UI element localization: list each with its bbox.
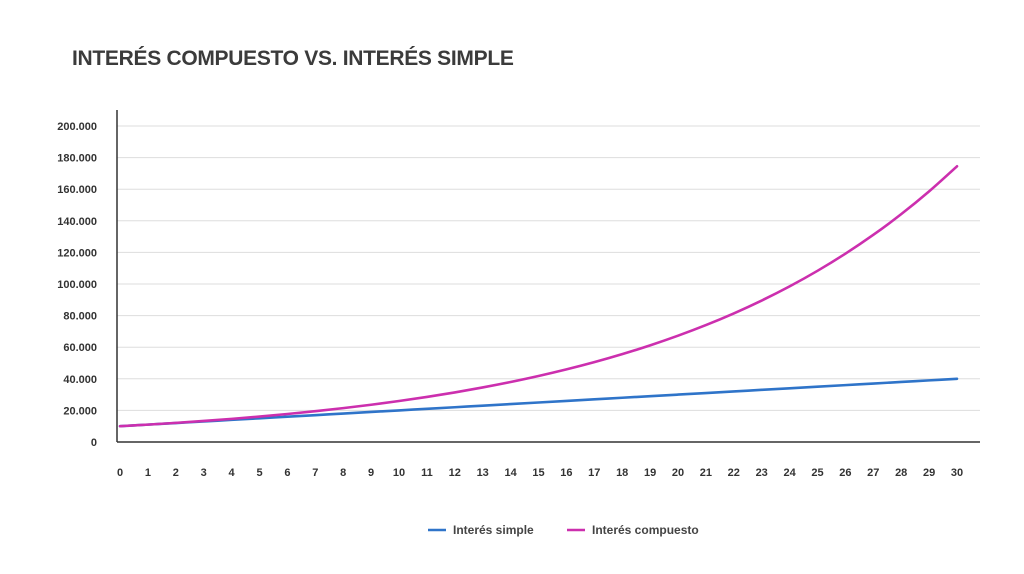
x-tick-label: 7: [312, 467, 318, 479]
series-line-interes-simple: [118, 377, 959, 428]
chart-title: INTERÉS COMPUESTO VS. INTERÉS SIMPLE: [72, 47, 514, 70]
axes: [116, 110, 980, 443]
x-tick-label: 27: [867, 467, 879, 479]
y-tick-label: 80.000: [63, 311, 97, 323]
x-tick-label: 17: [588, 467, 600, 479]
legend: Interés simple Interés compuesto: [428, 523, 699, 537]
x-tick-label: 16: [560, 467, 572, 479]
series-lines: [118, 164, 959, 428]
x-tick-label: 18: [616, 467, 628, 479]
x-tick-label: 15: [532, 467, 544, 479]
x-tick-label: 3: [201, 467, 207, 479]
x-tick-label: 25: [811, 467, 823, 479]
x-tick-label: 8: [340, 467, 346, 479]
y-tick-label: 140.000: [57, 216, 97, 228]
x-tick-label: 12: [449, 467, 461, 479]
y-tick-label: 40.000: [63, 374, 97, 386]
x-tick-label: 30: [951, 467, 963, 479]
x-tick-label: 13: [477, 467, 489, 479]
x-axis-tick-labels: 0 1 2 3 4 5 6 7 8 9 10 11 12 13 14 15 16 17 18 19 20 21 22 23 24…: [117, 467, 963, 479]
x-tick-label: 1: [145, 467, 151, 479]
y-tick-label: 200.000: [57, 121, 97, 133]
legend-label: Interés compuesto: [592, 523, 699, 537]
x-tick-label: 5: [256, 467, 262, 479]
y-tick-label: 160.000: [57, 184, 97, 196]
gridlines: [117, 125, 980, 411]
x-tick-label: 23: [756, 467, 768, 479]
y-tick-label: 60.000: [63, 342, 97, 354]
x-tick-label: 9: [368, 467, 374, 479]
x-tick-label: 2: [173, 467, 179, 479]
x-tick-label: 22: [728, 467, 740, 479]
y-axis-tick-labels: 0 20.000 40.000 60.000 80.000 100.000 120.000 1…: [57, 121, 97, 449]
y-tick-label: 120.000: [57, 247, 97, 259]
x-tick-label: 10: [393, 467, 405, 479]
x-tick-label: 11: [421, 467, 433, 479]
x-tick-label: 29: [923, 467, 935, 479]
x-tick-label: 24: [783, 467, 796, 479]
x-tick-label: 21: [700, 467, 712, 479]
x-tick-label: 0: [117, 467, 123, 479]
series-line-interes-compuesto: [118, 164, 959, 428]
x-tick-label: 20: [672, 467, 684, 479]
x-tick-label: 14: [504, 467, 517, 479]
x-tick-label: 6: [284, 467, 290, 479]
y-tick-label: 180.000: [57, 153, 97, 165]
x-tick-label: 26: [839, 467, 851, 479]
x-tick-label: 28: [895, 467, 907, 479]
x-tick-label: 19: [644, 467, 656, 479]
y-tick-label: 0: [91, 437, 97, 449]
y-tick-label: 20.000: [63, 405, 97, 417]
legend-label: Interés simple: [453, 523, 534, 537]
y-tick-label: 100.000: [57, 279, 97, 291]
x-tick-label: 4: [229, 467, 236, 479]
